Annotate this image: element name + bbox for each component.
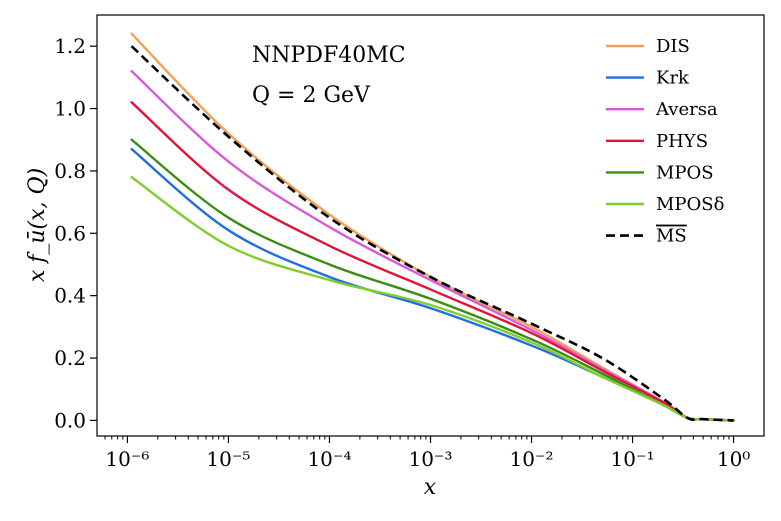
x-tick-label: 10⁻² <box>510 447 554 471</box>
y-tick-label: 1.2 <box>54 34 86 58</box>
legend-label-6: MS <box>656 226 687 247</box>
series-line-3 <box>130 101 735 422</box>
y-tick-label: 0.4 <box>54 284 86 308</box>
x-tick-label: 10⁻⁵ <box>206 447 250 471</box>
legend-label-4: MPOS <box>656 162 714 183</box>
x-tick-label: 10⁻⁴ <box>307 447 351 471</box>
y-axis-label: x f_ū(x, Q) <box>25 168 50 282</box>
legend-label-3: PHYS <box>656 131 708 152</box>
series-line-2 <box>130 69 735 422</box>
annotation-scale: Q = 2 GeV <box>252 83 371 108</box>
y-tick-label: 0.8 <box>54 159 86 183</box>
legend-label-5: MPOSδ <box>656 194 724 215</box>
y-tick-label: 0.6 <box>54 221 86 245</box>
series-line-1 <box>130 147 735 422</box>
plot-lines <box>130 32 735 422</box>
y-tick-label: 1.0 <box>54 97 86 121</box>
axes-ticks: 10⁻⁶ 10⁻⁵ 10⁻⁴ 10⁻³ 10⁻² 10⁻¹ 10⁰ 0.0 0.2 0.4 0.6 0… <box>54 34 750 471</box>
x-axis-label: x <box>424 475 437 500</box>
x-tick-label: 10⁰ <box>717 447 750 471</box>
y-tick-label: 0.2 <box>54 346 86 370</box>
x-tick-label: 10⁻⁶ <box>105 447 149 471</box>
legend: DIS Krk Aversa PHYS MPOS MPOSδ MS <box>606 36 724 247</box>
x-tick-label: 10⁻¹ <box>611 447 655 471</box>
legend-label-0: DIS <box>656 36 690 57</box>
y-tick-label: 0.0 <box>54 408 86 432</box>
series-line-6 <box>130 45 734 422</box>
x-tick-label: 10⁻³ <box>408 447 452 471</box>
legend-label-1: Krk <box>656 68 690 89</box>
annotation-dataset: NNPDF40MC <box>252 43 406 68</box>
legend-label-2: Aversa <box>655 99 718 120</box>
